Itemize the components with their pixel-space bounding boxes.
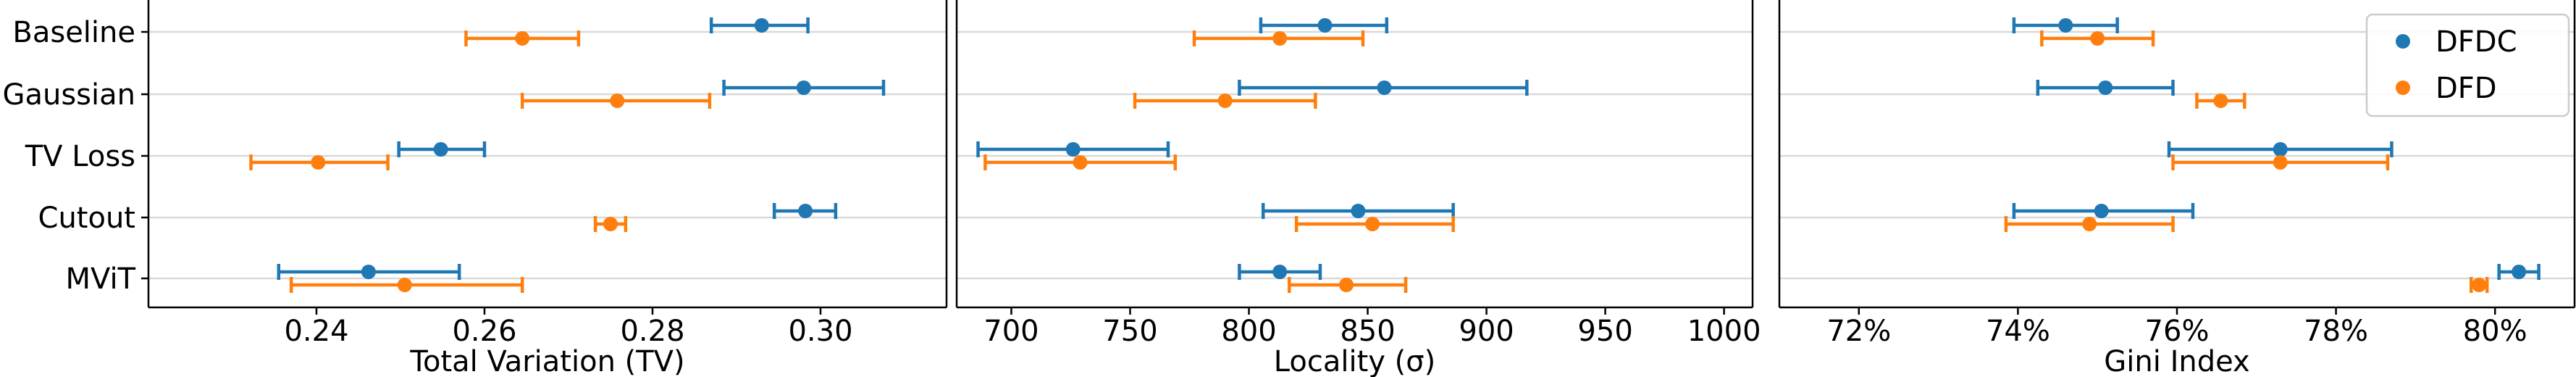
x-tick-label: 0.26	[452, 315, 516, 348]
x-tick-label: 1000	[1687, 315, 1761, 348]
data-point	[2098, 80, 2113, 95]
x-tick-label: 78%	[2304, 315, 2368, 348]
panel-1: 0.24 0.26 0.28 0.30 Total Variation (TV) Base…	[2, 0, 948, 377]
y-tick-label-tv-loss: TV Loss	[25, 140, 135, 173]
data-point	[1365, 217, 1380, 231]
data-point	[1217, 94, 1233, 108]
x-tick-label: 76%	[2145, 315, 2210, 348]
x-tick-label: 0.30	[788, 315, 852, 348]
data-point	[2058, 18, 2073, 33]
legend-frame	[2365, 13, 2570, 117]
data-point	[603, 217, 618, 231]
x-tick-label: 0.24	[284, 315, 348, 348]
x-tick-label: 80%	[2463, 315, 2527, 348]
data-point	[796, 80, 811, 95]
legend-label-dfdc: DFDC	[2436, 25, 2517, 59]
data-point	[397, 278, 412, 292]
data-point	[2090, 31, 2105, 46]
data-point	[2273, 155, 2288, 170]
data-point	[1272, 31, 1288, 46]
x-tick-label: 700	[983, 315, 1039, 348]
x-tick-label: 900	[1459, 315, 1514, 348]
series-dfdc	[277, 17, 886, 280]
y-tick-label-mvit: MViT	[65, 262, 135, 296]
x-tick-label: 850	[1340, 315, 1395, 348]
data-point	[798, 204, 813, 218]
x-tick-label: 74%	[1986, 315, 2050, 348]
data-point	[1339, 278, 1354, 292]
data-point	[1073, 155, 1088, 170]
series-dfd	[983, 30, 1455, 293]
series-dfd	[249, 30, 712, 293]
legend-label-dfd: DFD	[2436, 72, 2497, 105]
data-point	[311, 155, 326, 170]
data-point	[2213, 94, 2228, 108]
data-point	[2512, 265, 2527, 279]
data-point	[1317, 18, 1333, 33]
x-tick-label: 800	[1221, 315, 1276, 348]
data-point	[361, 265, 376, 279]
legend-marker-dfdc	[2396, 34, 2410, 49]
data-point	[2273, 142, 2288, 157]
panel-3: 72% 74% 76% 78% 80% Gini Index DFDC DFD	[1778, 0, 2576, 377]
panel-2: 700 750 800 850 900 950 1000 Locality (σ)	[955, 0, 1761, 377]
data-point	[515, 31, 530, 46]
data-point	[2094, 204, 2109, 218]
data-point	[1272, 265, 1288, 279]
x-tick-label: 0.28	[620, 315, 684, 348]
data-point	[433, 142, 448, 157]
x-axis-label: Gini Index	[2104, 345, 2249, 377]
data-point	[2082, 217, 2097, 231]
data-point	[2472, 278, 2487, 292]
data-point	[1065, 142, 1081, 157]
series-dfdc	[2012, 17, 2541, 280]
series-dfdc	[976, 17, 1529, 280]
legend-marker-dfd	[2396, 80, 2410, 95]
y-tick-label-cutout: Cutout	[38, 202, 135, 235]
series-dfd	[2004, 30, 2489, 293]
legend: DFDC DFD	[2365, 13, 2570, 117]
x-tick-label: 750	[1102, 315, 1157, 348]
x-axis-label: Total Variation (TV)	[409, 345, 684, 377]
x-axis-label: Locality (σ)	[1274, 345, 1435, 377]
x-tick-label: 72%	[1826, 315, 1891, 348]
data-point	[1377, 80, 1392, 95]
data-point	[754, 18, 769, 33]
y-tick-label-baseline: Baseline	[12, 16, 135, 49]
y-tick-label-gaussian: Gaussian	[2, 78, 135, 112]
data-point	[610, 94, 625, 108]
data-point	[1351, 204, 1366, 218]
x-tick-label: 950	[1577, 315, 1632, 348]
